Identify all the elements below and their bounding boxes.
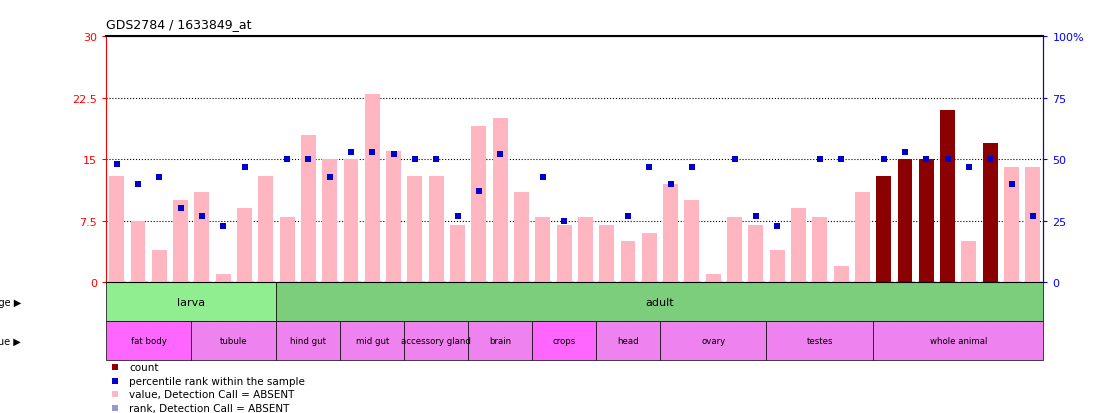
Bar [812,217,827,282]
Bar [684,201,700,282]
Text: head: head [617,336,638,345]
Bar [469,321,532,360]
Bar [404,321,469,360]
Text: value, Detection Call = ABSENT: value, Detection Call = ABSENT [129,389,295,399]
Bar [983,144,998,282]
Text: crops: crops [552,336,576,345]
Bar [1004,168,1019,282]
Text: larva: larva [177,297,205,307]
Bar [106,321,191,360]
Bar [962,242,976,282]
Bar [215,275,231,282]
Bar [897,160,913,282]
Text: fat body: fat body [131,336,166,345]
Bar [596,321,660,360]
Bar [194,192,210,282]
Bar [106,282,277,321]
Bar [599,225,614,282]
Bar [340,321,404,360]
Text: tissue ▶: tissue ▶ [0,335,21,346]
Bar [259,176,273,282]
Bar [1026,168,1040,282]
Bar [277,321,340,360]
Bar [344,160,358,282]
Text: whole animal: whole animal [930,336,987,345]
Bar [705,275,721,282]
Bar [237,209,252,282]
Bar [834,266,848,282]
Bar [578,217,593,282]
Text: tubule: tubule [220,336,248,345]
Bar [940,111,955,282]
Bar [770,250,785,282]
Bar [152,250,166,282]
Bar [660,321,767,360]
Bar [514,192,529,282]
Bar [767,321,873,360]
Bar [277,282,1043,321]
Bar [191,321,277,360]
Bar [109,176,124,282]
Bar [301,135,316,282]
Bar [323,160,337,282]
Bar [173,201,187,282]
Bar [407,176,423,282]
Bar [386,152,401,282]
Bar [918,160,934,282]
Text: ovary: ovary [701,336,725,345]
Bar [620,242,635,282]
Bar [493,119,508,282]
Bar [429,176,444,282]
Bar [471,127,487,282]
Bar [728,217,742,282]
Text: testes: testes [807,336,833,345]
Text: development stage ▶: development stage ▶ [0,297,21,307]
Text: count: count [129,362,158,372]
Bar [450,225,465,282]
Text: accessory gland: accessory gland [402,336,471,345]
Text: percentile rank within the sample: percentile rank within the sample [129,376,306,386]
Bar [365,95,379,282]
Bar [873,321,1043,360]
Text: rank, Detection Call = ABSENT: rank, Detection Call = ABSENT [129,403,290,413]
Text: hind gut: hind gut [290,336,326,345]
Bar [536,217,550,282]
Bar [557,225,571,282]
Text: GDS2784 / 1633849_at: GDS2784 / 1633849_at [106,18,251,31]
Text: adult: adult [646,297,674,307]
Bar [791,209,806,282]
Bar [876,176,892,282]
Bar [280,217,295,282]
Text: brain: brain [489,336,511,345]
Bar [532,321,596,360]
Bar [663,185,679,282]
Bar [855,192,869,282]
Bar [131,221,145,282]
Bar [749,225,763,282]
Bar [642,233,656,282]
Text: mid gut: mid gut [356,336,389,345]
